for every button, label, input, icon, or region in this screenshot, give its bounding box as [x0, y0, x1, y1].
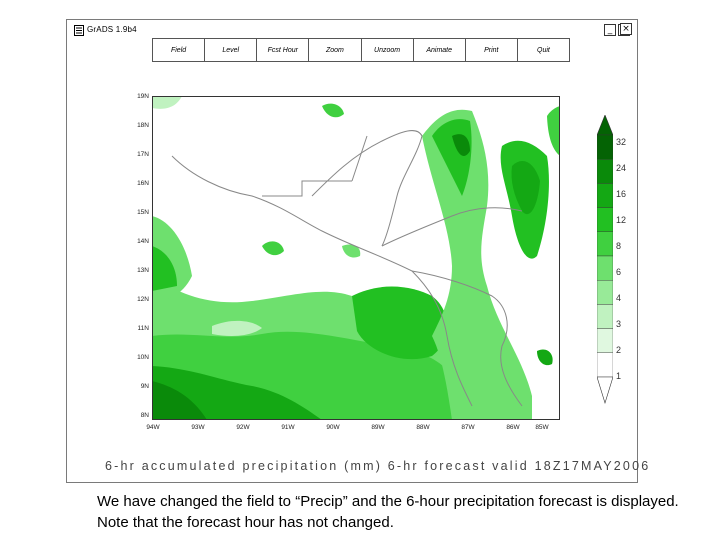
- y-tick-label: 10N: [137, 354, 149, 361]
- y-tick-label: 17N: [137, 151, 149, 158]
- minimize-button[interactable]: _: [604, 24, 616, 36]
- window-title: GrADS 1.9b4: [87, 25, 137, 34]
- app-icon: [74, 25, 84, 36]
- menu-fcst-hour-button[interactable]: Fcst Hour: [256, 38, 309, 62]
- plot-title: 6-hr accumulated precipitation (mm) 6-hr…: [105, 459, 651, 473]
- x-tick-label: 89W: [371, 424, 385, 431]
- x-tick-label: 93W: [191, 424, 205, 431]
- x-tick-label: 86W: [506, 424, 520, 431]
- precipitation-map[interactable]: [152, 96, 560, 420]
- colorbar-cell: [597, 255, 613, 281]
- y-tick-label: 14N: [137, 238, 149, 245]
- x-tick-label: 85W: [535, 424, 549, 431]
- colorbar-cell: [597, 279, 613, 305]
- menu-level-button[interactable]: Level: [204, 38, 257, 62]
- colorbar-cell: [597, 231, 613, 257]
- menu-bar: Field Level Fcst Hour Zoom Unzoom Animat…: [152, 38, 570, 62]
- colorbar-cell: [597, 134, 613, 160]
- y-tick-label: 16N: [137, 180, 149, 187]
- menu-quit-button[interactable]: Quit: [516, 38, 570, 62]
- y-tick-label: 19N: [137, 93, 149, 100]
- colorbar-cell: [597, 328, 613, 354]
- y-tick-label: 11N: [137, 325, 149, 332]
- y-tick-label: 8N: [140, 412, 149, 419]
- y-tick-label: 15N: [137, 209, 149, 216]
- colorbar-label: 24: [616, 163, 627, 173]
- menu-animate-button[interactable]: Animate: [412, 38, 465, 62]
- colorbar-cell: [597, 159, 613, 184]
- colorbar-label: 12: [616, 215, 627, 225]
- y-tick-label: 9N: [140, 383, 149, 390]
- colorbar: [597, 115, 613, 405]
- colorbar-label: 1: [616, 371, 622, 381]
- x-tick-label: 88W: [416, 424, 430, 431]
- menu-field-button[interactable]: Field: [152, 38, 205, 62]
- colorbar-label: 16: [616, 189, 627, 199]
- slide-caption: We have changed the field to “Precip” an…: [97, 493, 679, 531]
- x-tick-label: 94W: [146, 424, 160, 431]
- colorbar-label: 6: [616, 267, 622, 277]
- x-tick-label: 92W: [236, 424, 250, 431]
- x-tick-label: 90W: [326, 424, 340, 431]
- colorbar-label: 4: [616, 293, 622, 303]
- colorbar-label: 3: [616, 319, 622, 329]
- menu-zoom-button[interactable]: Zoom: [308, 38, 361, 62]
- colorbar-label: 32: [616, 137, 627, 147]
- x-tick-label: 91W: [281, 424, 295, 431]
- colorbar-cell: [597, 352, 613, 378]
- colorbar-cell: [597, 304, 613, 329]
- y-tick-label: 12N: [137, 296, 149, 303]
- close-button[interactable]: ×: [620, 23, 632, 35]
- menu-unzoom-button[interactable]: Unzoom: [360, 38, 413, 62]
- x-tick-label: 87W: [461, 424, 475, 431]
- colorbar-label: 2: [616, 345, 622, 355]
- y-tick-label: 18N: [137, 122, 149, 129]
- menu-print-button[interactable]: Print: [464, 38, 517, 62]
- colorbar-cell: [597, 207, 613, 232]
- colorbar-label: 8: [616, 241, 622, 251]
- y-tick-label: 13N: [137, 267, 149, 274]
- colorbar-cell: [597, 183, 613, 208]
